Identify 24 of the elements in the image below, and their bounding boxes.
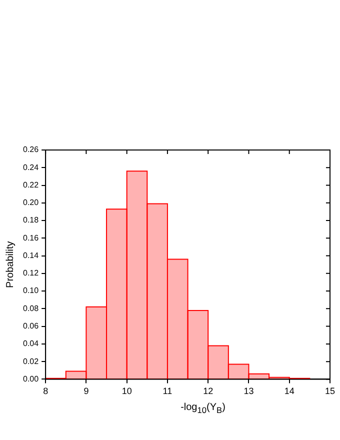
y-tick-label: 0.20 bbox=[22, 198, 40, 208]
y-tick-label: 0.00 bbox=[22, 374, 40, 384]
x-tick-label: 8 bbox=[43, 386, 48, 396]
y-tick-label: 0.04 bbox=[22, 339, 40, 348]
x-tick-label: 14 bbox=[284, 386, 294, 396]
y-axis-title: Probability bbox=[4, 241, 16, 288]
y-tick-label: 0.26 bbox=[22, 145, 40, 154]
y-tick-label: 0.16 bbox=[22, 233, 40, 242]
x-tick-label: 15 bbox=[324, 386, 336, 396]
y-tick-label: 0.24 bbox=[22, 162, 40, 172]
y-tick-label: 0.12 bbox=[22, 268, 40, 278]
x-tick-label: 9 bbox=[84, 386, 89, 396]
y-tick-label: 0.18 bbox=[22, 216, 40, 225]
x-tick-label: 10 bbox=[122, 386, 132, 396]
y-tick-label: 0.06 bbox=[22, 322, 40, 331]
y-tick-label: 0.08 bbox=[22, 304, 40, 313]
x-tick-label: 12 bbox=[203, 386, 214, 396]
y-tick-label: 0.14 bbox=[22, 250, 40, 260]
x-axis-title: -log$_{10}$(Y$_{B}$) bbox=[180, 402, 226, 415]
x-tick-label: 13 bbox=[244, 386, 254, 396]
y-tick-label: 0.10 bbox=[22, 286, 40, 296]
y-tick-label: 0.22 bbox=[22, 180, 40, 190]
x-tick-label: 11 bbox=[162, 386, 172, 396]
y-tick-label: 0.02 bbox=[22, 356, 40, 366]
